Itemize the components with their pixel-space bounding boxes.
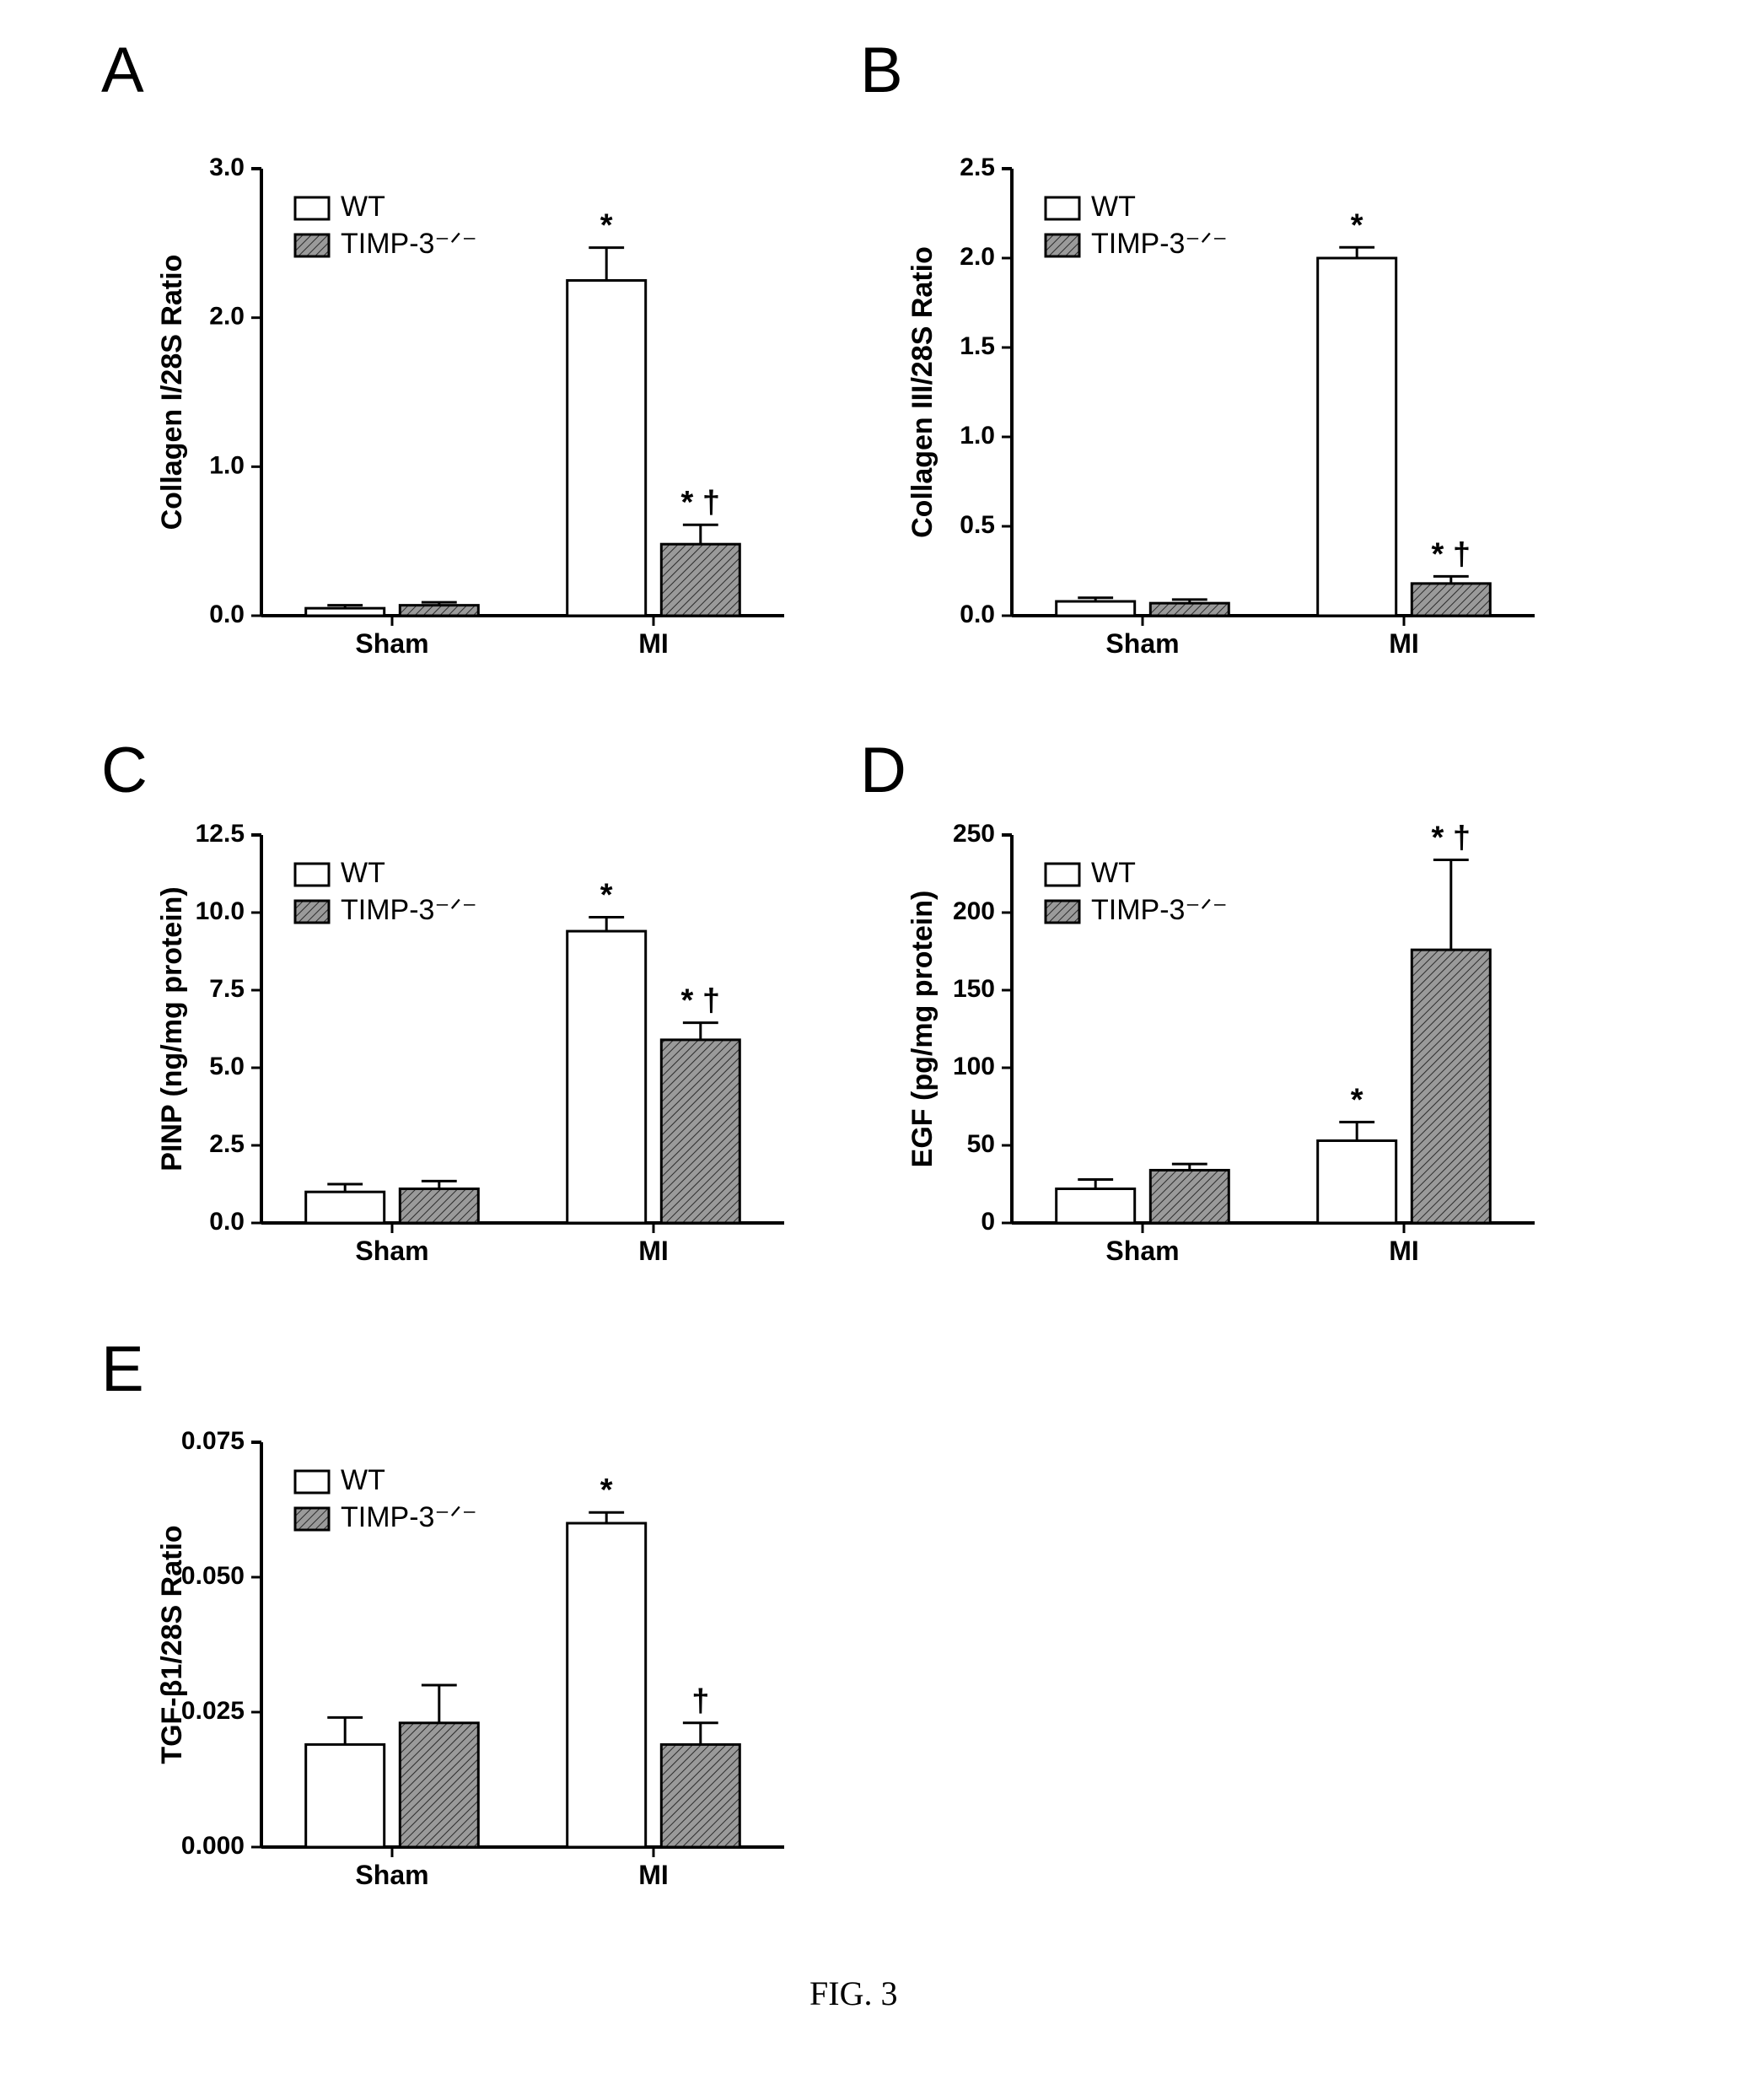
svg-text:WT: WT	[341, 1464, 385, 1496]
svg-text:WT: WT	[1091, 857, 1136, 889]
svg-text:*: *	[600, 878, 613, 913]
svg-text:MI: MI	[1389, 1236, 1419, 1266]
svg-text:1.5: 1.5	[960, 332, 995, 360]
svg-text:7.5: 7.5	[209, 975, 245, 1003]
svg-text:TIMP-3⁻ᐟ⁻: TIMP-3⁻ᐟ⁻	[341, 228, 477, 260]
svg-text:2.5: 2.5	[209, 1130, 245, 1158]
svg-text:Sham: Sham	[1105, 1236, 1179, 1266]
svg-text:3.0: 3.0	[209, 154, 245, 181]
svg-text:* †: * †	[1432, 820, 1471, 855]
svg-text:Sham: Sham	[355, 1860, 428, 1890]
svg-text:MI: MI	[1389, 628, 1419, 659]
chart-collagen-I: 0.0 1.0 2.0 3.0 Collagen I/28S Ratio * * † Sham…	[143, 152, 801, 683]
svg-text:* †: * †	[681, 485, 720, 520]
svg-text:100: 100	[953, 1053, 995, 1080]
svg-text:*: *	[1351, 207, 1363, 243]
figure-caption: FIG. 3	[809, 1974, 897, 2013]
chart-TGF-beta1: 0.000 0.025 0.050 0.075 TGF-β1/28S Ratio * † Sh…	[143, 1425, 801, 1915]
svg-text:0.025: 0.025	[181, 1697, 245, 1725]
svg-text:Sham: Sham	[355, 628, 428, 659]
svg-text:0.075: 0.075	[181, 1427, 245, 1455]
svg-text:Collagen III/28S Ratio: Collagen III/28S Ratio	[906, 246, 938, 538]
svg-text:Sham: Sham	[355, 1236, 428, 1266]
svg-text:1.0: 1.0	[209, 451, 245, 479]
svg-text:2.5: 2.5	[960, 154, 995, 181]
svg-text:12.5: 12.5	[196, 820, 245, 848]
svg-text:MI: MI	[638, 1236, 669, 1266]
svg-text:MI: MI	[638, 628, 669, 659]
chart-PINP: 0.0 2.5 5.0 7.5 10.0 12.5 PINP (ng/mg protein)…	[143, 818, 801, 1290]
svg-text:TIMP-3⁻ᐟ⁻: TIMP-3⁻ᐟ⁻	[341, 894, 477, 926]
svg-text:TGF-β1/28S Ratio: TGF-β1/28S Ratio	[156, 1525, 188, 1764]
svg-text:2.0: 2.0	[960, 243, 995, 271]
svg-text:0.000: 0.000	[181, 1832, 245, 1860]
svg-text:10.0: 10.0	[196, 897, 245, 925]
svg-text:250: 250	[953, 820, 995, 848]
svg-text:*: *	[600, 1473, 613, 1508]
panel-letter-E: E	[101, 1333, 144, 1406]
svg-text:50: 50	[967, 1130, 995, 1158]
panel-letter-D: D	[860, 734, 906, 807]
svg-text:Collagen I/28S Ratio: Collagen I/28S Ratio	[156, 255, 188, 531]
svg-text:EGF (pg/mg protein): EGF (pg/mg protein)	[906, 891, 938, 1168]
svg-text:1.0: 1.0	[960, 422, 995, 450]
svg-text:PINP (ng/mg protein): PINP (ng/mg protein)	[156, 886, 188, 1171]
panel-letter-C: C	[101, 734, 148, 807]
svg-text:*: *	[600, 208, 613, 244]
figure-container: A B C D E 0.0 1.0 2.0 3.0 Collagen I/28S Rat…	[0, 0, 1764, 2079]
svg-text:2.0: 2.0	[209, 303, 245, 331]
svg-text:0.0: 0.0	[209, 1208, 245, 1236]
svg-text:†: †	[691, 1683, 709, 1719]
svg-text:WT: WT	[341, 191, 385, 223]
svg-text:WT: WT	[341, 857, 385, 889]
svg-text:5.0: 5.0	[209, 1053, 245, 1080]
svg-text:0.0: 0.0	[960, 601, 995, 628]
svg-text:150: 150	[953, 975, 995, 1003]
svg-text:0: 0	[981, 1208, 995, 1236]
svg-text:TIMP-3⁻ᐟ⁻: TIMP-3⁻ᐟ⁻	[341, 1501, 477, 1533]
svg-text:*: *	[1351, 1082, 1363, 1118]
svg-text:0.050: 0.050	[181, 1562, 245, 1590]
svg-text:MI: MI	[638, 1860, 669, 1890]
chart-EGF: 0 50 100 150 200 250 EGF (pg/mg protein) * * † Sh…	[894, 818, 1552, 1290]
panel-letter-A: A	[101, 34, 144, 107]
svg-text:TIMP-3⁻ᐟ⁻: TIMP-3⁻ᐟ⁻	[1091, 894, 1228, 926]
svg-text:200: 200	[953, 897, 995, 925]
chart-collagen-III: 0.0 0.5 1.0 1.5 2.0 2.5 Collagen III/28S Ratio…	[894, 152, 1552, 683]
svg-text:Sham: Sham	[1105, 628, 1179, 659]
svg-text:TIMP-3⁻ᐟ⁻: TIMP-3⁻ᐟ⁻	[1091, 228, 1228, 260]
svg-text:* †: * †	[1432, 536, 1471, 572]
svg-text:0.0: 0.0	[209, 601, 245, 628]
panel-letter-B: B	[860, 34, 903, 107]
svg-text:0.5: 0.5	[960, 511, 995, 539]
svg-text:WT: WT	[1091, 191, 1136, 223]
svg-text:* †: * †	[681, 983, 720, 1019]
